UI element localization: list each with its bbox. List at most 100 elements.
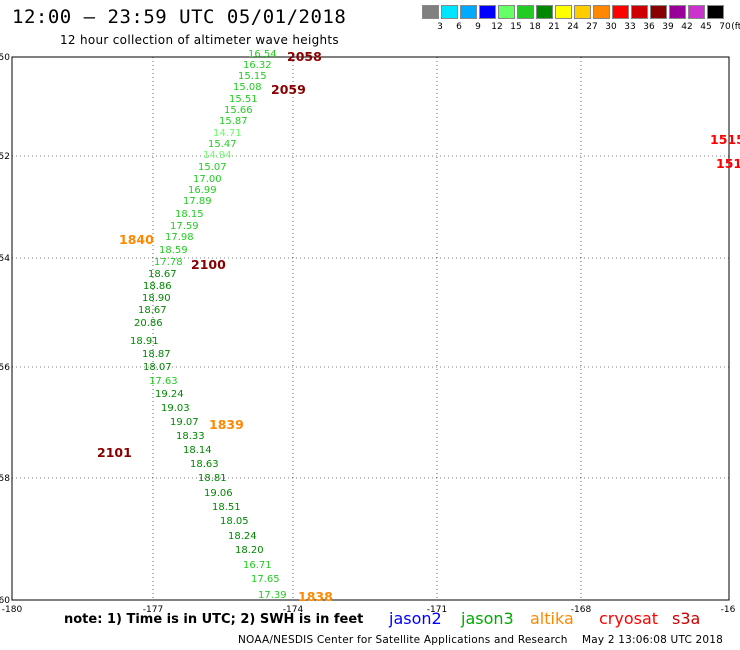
- lon-tick-label: -180: [2, 605, 23, 615]
- lon-tick-label: -168: [571, 605, 592, 615]
- lat-tick-label: -58: [0, 474, 10, 484]
- pass-time-label: 1840: [119, 232, 154, 247]
- colorbar-label: 9: [475, 22, 481, 32]
- wave-height-value: 16.71: [243, 560, 272, 571]
- colorbar-swatch: [517, 5, 534, 19]
- pass-time-label: 151: [716, 156, 740, 171]
- wave-height-value: 18.14: [183, 445, 212, 456]
- satellite-legend-item: jason3: [461, 609, 514, 628]
- map-note: note: 1) Time is in UTC; 2) SWH is in fe…: [64, 612, 364, 627]
- wave-height-value: 18.51: [212, 502, 241, 513]
- wave-height-value: 17.63: [149, 376, 178, 387]
- pass-time-label: 2100: [191, 257, 226, 272]
- colorbar-swatch: [688, 5, 705, 19]
- colorbar-swatch: [612, 5, 629, 19]
- colorbar-swatch: [669, 5, 686, 19]
- pass-time-label: 2059: [271, 82, 306, 97]
- colorbar-unit: (ft): [731, 22, 740, 32]
- wave-height-value: 19.07: [170, 417, 199, 428]
- wave-height-value: 14.71: [213, 128, 242, 139]
- wave-height-value: 14.94: [203, 150, 232, 161]
- lon-tick-label: -171: [427, 605, 447, 615]
- colorbar-label: 70: [719, 22, 731, 32]
- colorbar-swatch: [574, 5, 591, 19]
- satellite-legend-item: cryosat: [599, 609, 659, 628]
- colorbar-label: 3: [437, 22, 443, 32]
- wave-height-value: 16.54: [248, 49, 277, 60]
- colorbar-label: 45: [700, 22, 712, 32]
- wave-height-value: 18.67: [148, 269, 177, 280]
- colorbar-label: 39: [662, 22, 674, 32]
- colorbar-label: 12: [491, 22, 503, 32]
- satellite-legend-item: s3a: [672, 609, 701, 628]
- page-subtitle: 12 hour collection of altimeter wave hei…: [60, 33, 339, 47]
- wave-height-value: 17.65: [251, 574, 280, 585]
- pass-time-label: 2058: [287, 49, 322, 64]
- credit-text: NOAA/NESDIS Center for Satellite Applica…: [238, 634, 568, 646]
- wave-height-value: 18.91: [130, 336, 159, 347]
- colorbar-swatch: [422, 5, 439, 19]
- lat-tick-label: -52: [0, 152, 10, 162]
- wave-height-value: 18.63: [190, 459, 219, 470]
- wave-height-value: 19.24: [155, 389, 184, 400]
- pass-time-label: 1839: [209, 417, 244, 432]
- pass-time-label: 2101: [97, 445, 132, 460]
- map-frame: [11, 56, 730, 601]
- wave-height-value: 18.90: [142, 293, 171, 304]
- wave-height-value: 18.07: [143, 362, 172, 373]
- colorbar-label: 33: [624, 22, 636, 32]
- wave-height-value: 15.51: [229, 94, 258, 105]
- colorbar-swatch: [536, 5, 553, 19]
- wave-height-value: 18.05: [220, 516, 249, 527]
- wave-height-value: 15.07: [198, 162, 227, 173]
- colorbar-swatch: [631, 5, 648, 19]
- colorbar-label: 42: [681, 22, 693, 32]
- wave-height-value: 16.99: [188, 185, 217, 196]
- colorbar-swatch: [441, 5, 458, 19]
- wave-height-value: 17.00: [193, 174, 222, 185]
- lon-tick-label: -16: [721, 605, 736, 615]
- colorbar-swatch: [498, 5, 515, 19]
- wave-height-value: 18.20: [235, 545, 264, 556]
- satellite-legend-item: altika: [530, 609, 574, 628]
- pass-time-label: 1838: [298, 589, 333, 604]
- wave-height-value: 18.33: [176, 431, 205, 442]
- wave-height-value: 17.98: [165, 232, 194, 243]
- wave-height-value: 17.39: [258, 590, 287, 601]
- wave-height-value: 18.24: [228, 531, 257, 542]
- wave-height-value: 15.47: [208, 139, 237, 150]
- lat-tick-label: -54: [0, 254, 10, 264]
- colorbar-label: 15: [510, 22, 522, 32]
- colorbar-swatch: [460, 5, 477, 19]
- wave-height-value: 17.78: [154, 257, 183, 268]
- wave-height-value: 18.67: [138, 305, 167, 316]
- lon-tick-label: -174: [283, 605, 304, 615]
- colorbar-label: 18: [529, 22, 541, 32]
- wave-height-value: 15.15: [238, 71, 267, 82]
- colorbar-label: 21: [548, 22, 560, 32]
- wave-height-value: 16.32: [243, 60, 272, 71]
- colorbar-swatch: [479, 5, 496, 19]
- colorbar-label: 24: [567, 22, 579, 32]
- wave-height-value: 18.59: [159, 245, 188, 256]
- colorbar-label: 30: [605, 22, 617, 32]
- wave-height-value: 18.81: [198, 473, 227, 484]
- colorbar-swatch: [593, 5, 610, 19]
- colorbar-label: 27: [586, 22, 598, 32]
- wave-height-value: 15.08: [233, 82, 262, 93]
- wave-height-value: 18.86: [143, 281, 172, 292]
- colorbar-label: 6: [456, 22, 462, 32]
- colorbar-label: 36: [643, 22, 655, 32]
- wave-height-value: 15.87: [219, 116, 248, 127]
- wave-height-value: 17.89: [183, 196, 212, 207]
- wave-height-value: 18.87: [142, 349, 171, 360]
- colorbar-swatch: [555, 5, 572, 19]
- wave-height-value: 15.66: [224, 105, 253, 116]
- wave-height-value: 19.03: [161, 403, 190, 414]
- wave-height-value: 19.06: [204, 488, 233, 499]
- colorbar-swatch: [650, 5, 667, 19]
- satellite-legend-item: jason2: [389, 609, 442, 628]
- lat-tick-label: -60: [0, 596, 10, 606]
